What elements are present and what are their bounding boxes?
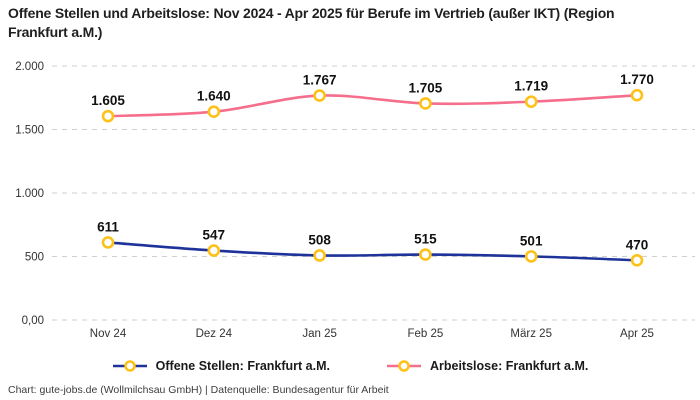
data-point-marker [313,89,326,102]
legend-label-offene-stellen: Offene Stellen: Frankfurt a.M. [155,359,330,373]
data-point-label: 1.770 [620,72,654,87]
data-point-marker [101,109,115,123]
legend-label-arbeitslose: Arbeitslose: Frankfurt a.M. [429,359,589,373]
data-point-label: 1.719 [514,79,548,94]
line-marker-swatch-icon [112,360,147,372]
data-point-label: 611 [97,219,119,234]
x-axis-tick-label: Nov 24 [90,328,127,340]
y-axis-tick-label: 1.000 [15,188,44,200]
data-point-label: 1.767 [303,73,337,88]
data-point-marker [207,244,221,257]
y-axis-tick-label: 1.500 [15,125,44,137]
data-point-label: 501 [520,233,543,248]
data-point-label: 547 [203,228,226,243]
data-point-marker [313,249,326,262]
x-axis-tick-label: Apr 25 [620,328,654,340]
y-axis-tick-label: 2.000 [15,61,44,73]
data-point-marker [419,248,432,261]
data-point-label: 1.605 [91,93,125,108]
x-axis-tick-label: März 25 [510,328,552,340]
data-point-marker [524,250,538,263]
x-axis-tick-label: Jan 25 [302,328,337,340]
y-axis-tick-label: 0,00 [22,315,44,327]
data-point-label: 1.705 [409,80,443,95]
data-point-label: 1.640 [197,89,231,104]
chart-legend: Offene Stellen: Frankfurt a.M. Arbeitslo… [0,359,700,373]
data-point-marker [207,105,221,119]
legend-item-arbeitslose: Arbeitslose: Frankfurt a.M. [386,359,588,373]
series-line [106,241,639,262]
data-point-marker [419,97,432,110]
x-axis-tick-label: Dez 24 [196,328,233,340]
data-point-marker [630,254,644,267]
data-point-label: 508 [308,232,331,247]
data-point-marker [524,95,538,108]
data-point-label: 515 [414,232,437,247]
y-axis-tick-label: 500 [25,252,44,264]
legend-item-offene-stellen: Offene Stellen: Frankfurt a.M. [112,359,330,373]
series-line [106,93,639,118]
chart-footer-attribution: Chart: gute-jobs.de (Wollmilchsau GmbH) … [8,384,389,396]
data-point-marker [101,236,115,249]
chart-title: Offene Stellen und Arbeitslose: Nov 2024… [8,5,615,40]
line-marker-swatch-icon [386,360,421,372]
data-point-label: 470 [626,237,649,252]
x-axis-tick-label: Feb 25 [407,328,443,340]
data-point-marker [630,88,644,102]
